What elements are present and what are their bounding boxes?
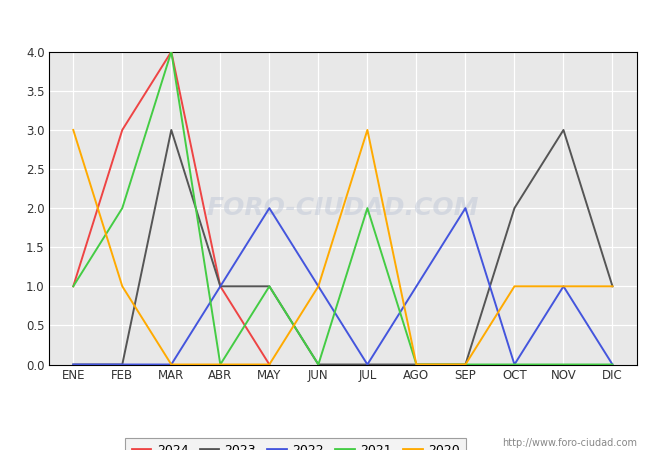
Text: http://www.foro-ciudad.com: http://www.foro-ciudad.com	[502, 438, 637, 448]
Text: Matriculaciones de Vehiculos en Santorcaz: Matriculaciones de Vehiculos en Santorca…	[148, 9, 502, 27]
Text: FORO-CIUDAD.COM: FORO-CIUDAD.COM	[207, 196, 479, 220]
Legend: 2024, 2023, 2022, 2021, 2020: 2024, 2023, 2022, 2021, 2020	[125, 437, 466, 450]
